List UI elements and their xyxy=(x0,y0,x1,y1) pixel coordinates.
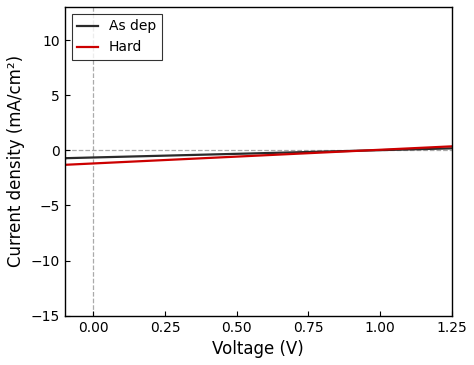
Hard xyxy=(109,160,114,165)
Legend: As dep, Hard: As dep, Hard xyxy=(72,14,162,60)
Hard xyxy=(343,149,349,154)
X-axis label: Voltage (V): Voltage (V) xyxy=(212,340,304,358)
As dep xyxy=(343,149,349,153)
Hard xyxy=(188,157,193,161)
As dep xyxy=(215,152,221,157)
As dep xyxy=(109,155,114,159)
As dep xyxy=(341,149,347,153)
As dep xyxy=(305,150,311,154)
Hard xyxy=(305,151,311,155)
Hard xyxy=(341,149,347,154)
As dep xyxy=(188,153,193,157)
As dep xyxy=(449,146,455,150)
Y-axis label: Current density (mA/cm²): Current density (mA/cm²) xyxy=(7,55,25,267)
Line: As dep: As dep xyxy=(64,148,452,160)
As dep xyxy=(62,158,67,162)
Hard xyxy=(215,155,221,160)
Line: Hard: Hard xyxy=(64,146,452,165)
Hard xyxy=(449,144,455,149)
Hard xyxy=(62,163,67,167)
